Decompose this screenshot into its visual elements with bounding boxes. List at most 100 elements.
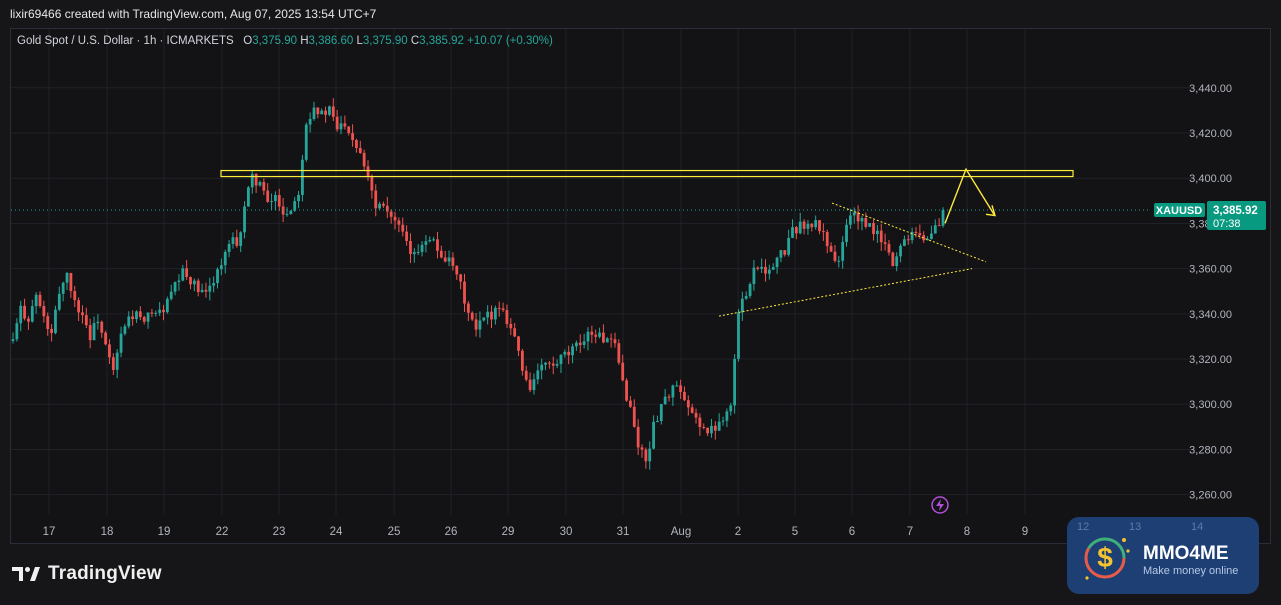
tradingview-logo[interactable]: TradingView (12, 563, 162, 585)
candle-body (497, 307, 501, 309)
candle-body (27, 318, 30, 322)
candle-body (872, 223, 875, 235)
x-tick-label: 9 (1022, 526, 1028, 538)
candle-body (629, 400, 632, 407)
tradingview-logo-icon (12, 567, 40, 581)
candle-body (767, 269, 771, 274)
candle-body (609, 338, 613, 340)
candle-body (451, 257, 455, 266)
candle-body (605, 338, 609, 343)
candle-body (903, 239, 906, 246)
candle-body (818, 220, 821, 232)
candle-body (652, 421, 655, 449)
chart-grid (11, 29, 1195, 515)
x-tick-label: 31 (617, 526, 630, 538)
triangle-upper-line (831, 202, 987, 263)
candle-body (482, 317, 486, 321)
candle-body (810, 223, 814, 228)
candle-body (760, 266, 764, 269)
change-value: +10.07 (+0.30%) (467, 35, 553, 47)
candle-body (829, 246, 833, 252)
candle-body (490, 311, 493, 320)
candle-body (297, 194, 300, 202)
candle-body (802, 221, 806, 229)
projection-arrowhead (985, 205, 996, 217)
candle-body (270, 201, 273, 203)
candle-body (841, 242, 845, 261)
y-tick-label: 3,280.00 (1189, 444, 1232, 456)
candle-body (791, 227, 794, 238)
candle-body (38, 294, 42, 306)
candle-body (61, 282, 65, 294)
candle-body (351, 133, 354, 141)
candle-body (899, 245, 902, 257)
candle-body (339, 123, 343, 130)
candle-body (868, 223, 872, 227)
candle-body (274, 195, 277, 202)
candle-body (783, 250, 787, 255)
candle-body (536, 370, 540, 380)
candle-body (432, 239, 436, 241)
candle-body (77, 300, 81, 313)
candle-body (185, 268, 189, 278)
candle-body (277, 195, 281, 207)
candle-body (428, 239, 432, 242)
candle-body (864, 217, 868, 227)
candle-body (926, 238, 929, 241)
mmo4me-tagline: Make money online (1143, 565, 1239, 577)
candle-body (347, 126, 351, 134)
candle-body (505, 310, 509, 324)
candle-body (632, 406, 636, 427)
candle-body (563, 351, 567, 355)
projection-path (944, 167, 995, 224)
candle-body (690, 407, 694, 413)
candle-body (837, 260, 841, 262)
candle-body (941, 210, 945, 226)
candle-body (594, 334, 598, 337)
candle-body (293, 201, 297, 211)
candle-body (575, 342, 578, 347)
candle-body (204, 289, 208, 292)
y-tick-label: 3,300.00 (1189, 399, 1232, 411)
mmo4me-watermark: 12 13 14 $ MMO4ME Make money online (1067, 517, 1259, 594)
y-tick-label: 3,440.00 (1189, 83, 1232, 95)
candle-body (254, 173, 258, 186)
candle-body (34, 294, 38, 307)
x-tick-label: 18 (101, 526, 114, 538)
candle-body (212, 283, 216, 286)
candle-body (131, 316, 135, 320)
candle-body (667, 396, 671, 398)
candle-body (555, 364, 559, 366)
candle-body (756, 267, 760, 269)
candle-body (621, 362, 625, 381)
candle-body (189, 277, 192, 285)
candle-body (845, 224, 848, 243)
candle-body (675, 385, 679, 387)
candle-body (598, 332, 601, 337)
y-tick-label: 3,420.00 (1189, 128, 1232, 140)
price-tag-countdown: 07:38 (1213, 218, 1241, 230)
candle-body (235, 237, 239, 246)
candle-body (420, 244, 424, 252)
x-tick-label: 26 (445, 526, 458, 538)
candle-body (401, 224, 405, 232)
candle-body (860, 217, 864, 222)
candle-body (883, 242, 887, 244)
candle-body (50, 328, 53, 334)
candle-body (702, 427, 706, 429)
x-tick-label: 23 (273, 526, 286, 538)
price-tag-value-box (1207, 201, 1266, 231)
candle-body (358, 147, 362, 153)
candle-body (459, 274, 463, 282)
candle-body (100, 321, 104, 333)
candle-body (57, 293, 61, 310)
candle-body (138, 311, 142, 318)
candle-body (578, 342, 582, 345)
candle-body (15, 323, 19, 340)
candle-body (412, 252, 416, 255)
candle-body (636, 426, 640, 448)
candle-body (470, 312, 474, 320)
candle-body (821, 231, 825, 233)
y-tick-label: 3,360.00 (1189, 264, 1232, 276)
